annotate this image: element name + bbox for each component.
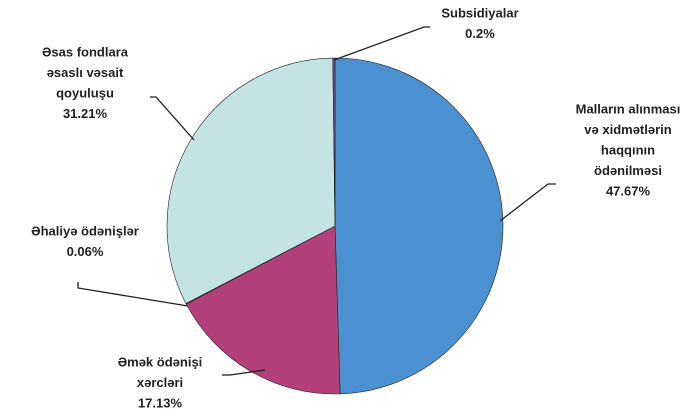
slice-label: Əhaliyə ödənişlər	[31, 223, 139, 238]
slice-label: ödənilməsi	[594, 163, 662, 178]
leader-line	[499, 183, 556, 222]
slice-label: haqqının	[601, 142, 655, 157]
pie-slice	[166, 57, 336, 304]
slice-label: xərcləri	[137, 375, 183, 390]
slice-label: Malların alınması	[576, 101, 681, 116]
leader-line	[77, 282, 189, 307]
leader-line	[333, 26, 430, 61]
slice-label: Subsidiyalar	[441, 5, 518, 20]
value-label: 17.13%	[138, 395, 183, 410]
slice-label: Əmək ödənişi	[118, 354, 203, 369]
slice-label: qoyuluşu	[56, 85, 114, 100]
pie-slice	[334, 57, 504, 395]
slice-label: əsaslı vəsait	[47, 65, 124, 80]
slice-label: Əsas fondlara	[42, 44, 129, 59]
value-label: 31.21%	[63, 106, 108, 121]
value-label: 0.06%	[67, 244, 104, 259]
value-label: 0.2%	[465, 26, 495, 41]
pie-slice	[185, 225, 341, 395]
leader-line	[150, 96, 195, 141]
leader-line	[222, 369, 266, 376]
pie-slice	[332, 57, 336, 227]
value-label: 47.67%	[606, 183, 651, 198]
slice-label: və xidmətlərin	[584, 122, 671, 137]
